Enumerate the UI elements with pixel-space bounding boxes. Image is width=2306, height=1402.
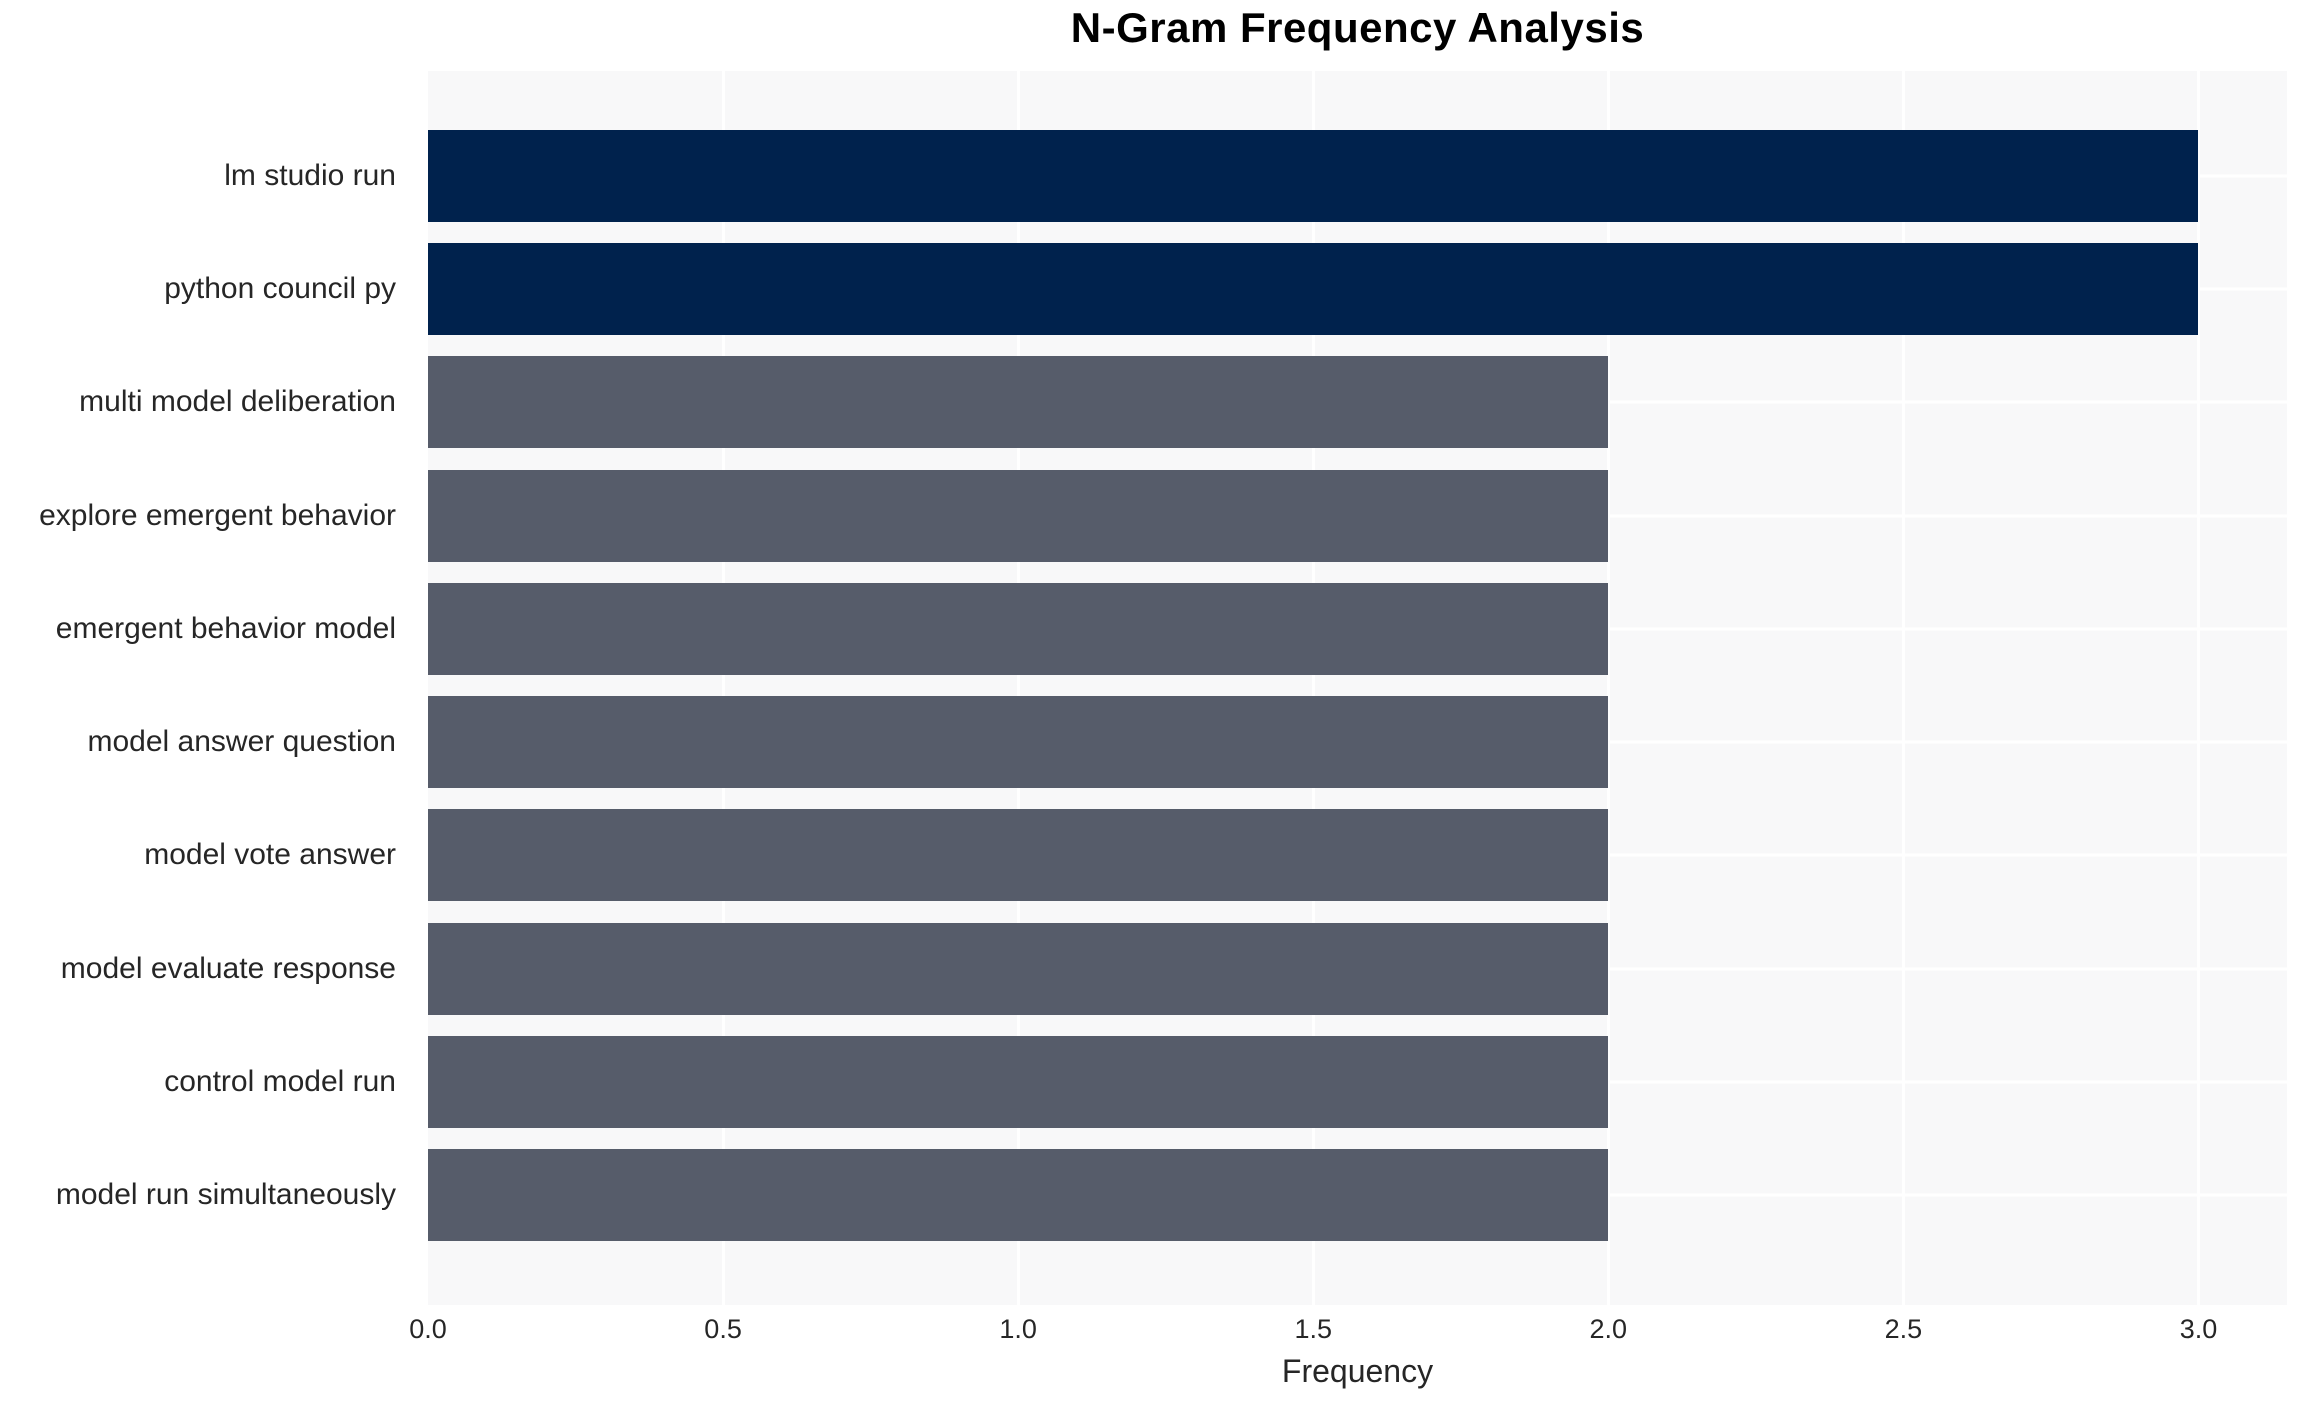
bar [428, 809, 1609, 902]
vertical-gridline [1606, 71, 1610, 1305]
y-axis-category-label: model vote answer [144, 838, 396, 872]
y-axis-category-label: emergent behavior model [55, 611, 396, 645]
x-axis-tick-label: 3.0 [2179, 1314, 2218, 1344]
bar [428, 129, 2199, 222]
y-axis-category-label: model run simultaneously [55, 1178, 396, 1212]
bar-row [428, 119, 2287, 232]
bar-row [428, 799, 2287, 912]
vertical-gridline [2196, 71, 2200, 1305]
x-axis-ticks: 0.0 0.5 1.0 1.5 2.0 2.5 3.0 [409, 1314, 2287, 1350]
x-axis-tick-label: 2.0 [1589, 1314, 1628, 1344]
y-axis-category-label: model answer question [87, 725, 396, 759]
x-axis-tick-label: 1.5 [1294, 1314, 1333, 1344]
bar-rows [428, 119, 2287, 1252]
bar [428, 1149, 1609, 1242]
bar-row [428, 685, 2287, 798]
vertical-gridline [721, 71, 725, 1305]
bar [428, 469, 1609, 562]
vertical-gridline [1901, 71, 1905, 1305]
x-axis-title: Frequency [1281, 1353, 1434, 1389]
bar-row [428, 1139, 2287, 1252]
x-axis-tick-label: 0.5 [704, 1314, 742, 1344]
bar [428, 356, 1609, 449]
chart-title: N-Gram Frequency Analysis [1070, 4, 1645, 51]
x-axis-tick-label: 1.0 [999, 1314, 1037, 1344]
y-axis-labels: lm studio run python council py multi mode… [0, 119, 412, 1252]
plot-area [428, 71, 2287, 1305]
bar-row [428, 232, 2287, 345]
y-axis-category-label: control model run [164, 1065, 396, 1099]
bar-row [428, 459, 2287, 572]
x-axis-tick-label: 0.0 [409, 1314, 447, 1344]
bar [428, 922, 1609, 1015]
vertical-gridline [1016, 71, 1020, 1305]
y-axis-category-label: model evaluate response [60, 951, 396, 985]
bar [428, 242, 2199, 335]
bar [428, 582, 1609, 675]
vertical-gridline [1311, 71, 1315, 1305]
y-axis-category-label: multi model deliberation [79, 385, 396, 419]
bar-row [428, 912, 2287, 1025]
bar-row [428, 1025, 2287, 1138]
bar-row [428, 572, 2287, 685]
y-axis-category-label: lm studio run [224, 158, 396, 192]
y-axis-category-label: explore emergent behavior [39, 498, 396, 532]
bar [428, 696, 1609, 789]
bar [428, 1036, 1609, 1129]
y-axis-category-label: python council py [164, 271, 396, 305]
x-axis-tick-label: 2.5 [1884, 1314, 1923, 1344]
bar-row [428, 346, 2287, 459]
